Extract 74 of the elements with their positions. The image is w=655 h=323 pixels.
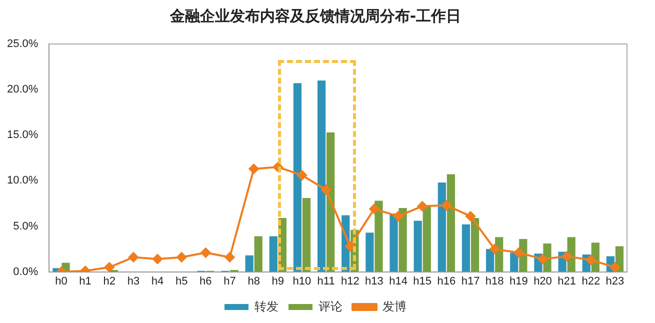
bar xyxy=(245,255,254,272)
x-tick-label: h6 xyxy=(200,275,212,288)
point xyxy=(586,254,596,265)
legend-label: 评论 xyxy=(318,299,342,314)
x-tick-label: h7 xyxy=(224,275,236,288)
bar xyxy=(398,208,407,272)
point xyxy=(369,204,380,214)
bar xyxy=(446,174,456,272)
x-tick-label: h14 xyxy=(389,275,408,288)
bar xyxy=(414,220,422,272)
y-tick-label: 5.0% xyxy=(13,220,38,232)
x-tick-label: h23 xyxy=(606,275,624,288)
bar xyxy=(317,80,326,272)
x-tick-label: h13 xyxy=(365,275,384,288)
x-tick-label: h11 xyxy=(317,275,335,288)
x-tick-label: h0 xyxy=(55,275,68,288)
bar xyxy=(366,232,374,272)
bar xyxy=(326,132,335,272)
point xyxy=(490,244,500,254)
y-tick-label: 0.0% xyxy=(13,266,38,278)
x-tick-label: h9 xyxy=(272,275,284,288)
y-tick-label: 10.0% xyxy=(6,174,38,187)
point xyxy=(393,211,404,222)
x-tick-label: h22 xyxy=(582,275,600,288)
point xyxy=(466,211,476,222)
chart-title: 金融企业发布内容及反馈情况周分布-工作日 xyxy=(168,6,462,25)
point xyxy=(248,164,259,174)
point xyxy=(562,251,572,262)
point xyxy=(176,252,187,262)
point xyxy=(152,254,163,264)
x-tick-label: h17 xyxy=(461,275,480,288)
x-tick-label: h4 xyxy=(151,275,164,288)
x-tick-label: h20 xyxy=(534,275,552,288)
bar xyxy=(302,198,311,272)
x-tick-label: h2 xyxy=(103,275,116,288)
legend-label: 发博 xyxy=(382,299,406,314)
bar xyxy=(390,213,398,272)
y-tick-label: 20.0% xyxy=(6,84,38,96)
y-tick-label: 15.0% xyxy=(6,129,38,142)
x-tick-label: h15 xyxy=(413,275,432,288)
y-tick-label: 25.0% xyxy=(6,38,38,50)
point xyxy=(296,170,307,180)
point xyxy=(345,241,356,252)
point xyxy=(514,248,524,258)
bar xyxy=(486,249,494,272)
x-tick-label: h1 xyxy=(79,275,92,288)
x-tick-label: h19 xyxy=(509,275,528,288)
point xyxy=(128,252,138,262)
point xyxy=(224,252,235,262)
point xyxy=(104,262,114,272)
x-tick-label: h10 xyxy=(292,275,312,288)
x-tick-label: h16 xyxy=(437,275,456,288)
x-tick-label: h8 xyxy=(248,275,260,288)
point xyxy=(610,262,620,272)
bar xyxy=(422,206,431,272)
point xyxy=(200,248,211,258)
bar xyxy=(510,252,518,272)
point xyxy=(321,184,332,195)
bar xyxy=(470,218,480,272)
bar xyxy=(462,224,470,272)
legend-label: 转发 xyxy=(254,299,278,314)
x-tick-label: h12 xyxy=(340,275,360,288)
x-tick-label: h18 xyxy=(485,275,504,288)
point xyxy=(441,200,452,210)
bar xyxy=(269,236,278,272)
x-tick-label: h3 xyxy=(127,275,140,288)
bar xyxy=(293,83,302,272)
x-tick-label: h21 xyxy=(558,275,576,288)
point xyxy=(417,201,428,212)
x-tick-label: h5 xyxy=(175,275,188,288)
bar xyxy=(254,236,262,272)
point xyxy=(538,254,548,264)
bar xyxy=(374,200,383,272)
bar xyxy=(438,182,446,272)
